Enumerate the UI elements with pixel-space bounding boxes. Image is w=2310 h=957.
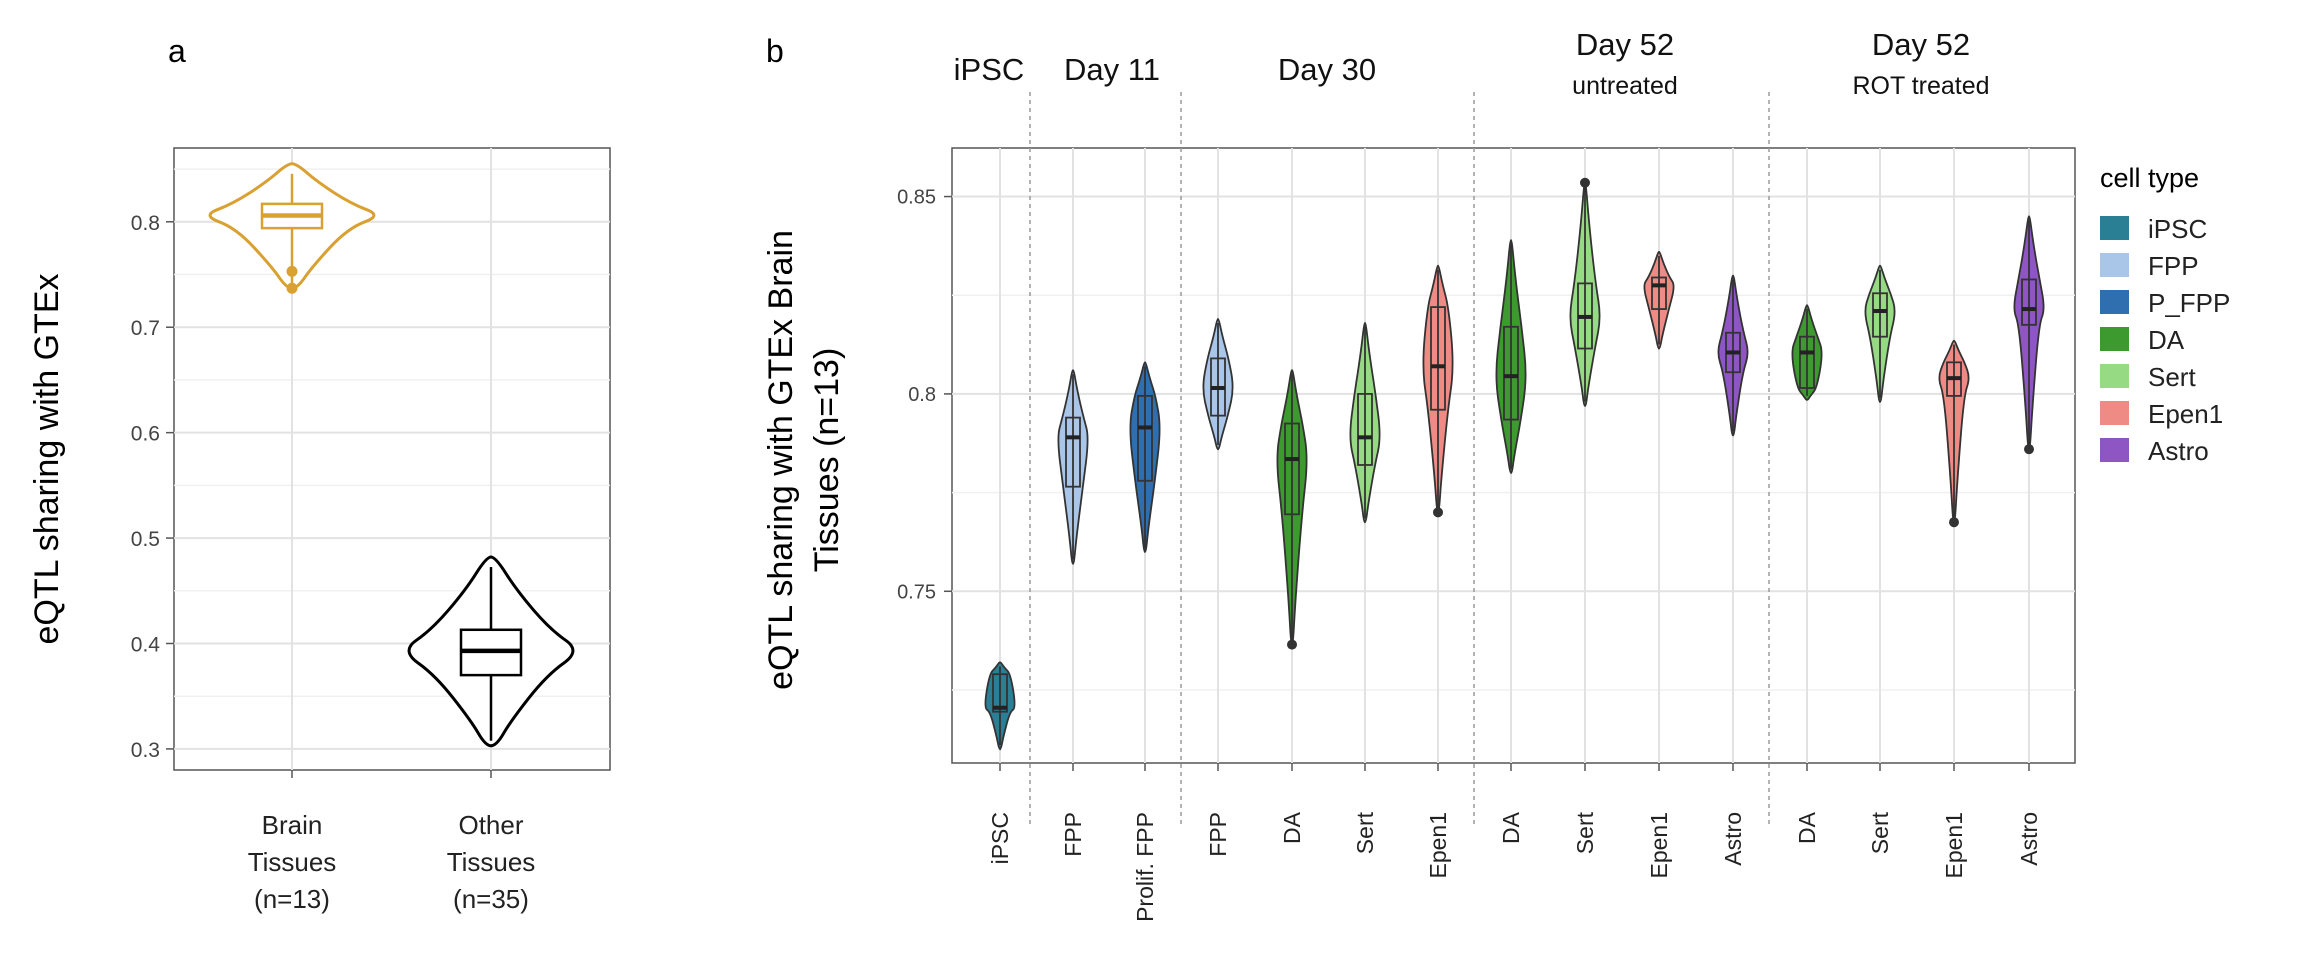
panel-b-x-tick-label: Astro <box>2016 812 2042 866</box>
legend: cell type iPSC FPP P_FPP DA Sert Epen1 Astro <box>2100 163 2230 466</box>
panel-b-y-ticks: 0.75 0.8 0.85 <box>897 187 952 603</box>
legend-title: cell type <box>2100 163 2199 193</box>
panel-a-x-tick-label: Brain <box>262 810 323 840</box>
panel-b-label: b <box>766 33 784 69</box>
violin-box <box>1430 306 1446 411</box>
panel-b-x-tick-label: DA <box>1279 811 1305 844</box>
panel-a-x-tick-label: (n=35) <box>453 884 529 914</box>
legend-swatch <box>2100 438 2129 462</box>
group-title: iPSC <box>954 52 1025 87</box>
panel-a-x-tick-label: Tissues <box>248 847 337 877</box>
legend-swatch <box>2100 364 2129 388</box>
panel-b-x-tick-label: FPP <box>1205 812 1231 857</box>
panel-b-x-tick-label: Sert <box>1572 811 1598 854</box>
group-title: Day 52 <box>1872 27 1970 62</box>
group-title: Day 11 <box>1064 52 1160 87</box>
violin-box <box>1284 422 1300 516</box>
outlier-point <box>286 282 298 294</box>
legend-label: Astro <box>2148 436 2209 466</box>
panel-b-y-axis-label-line-2: Tissues (n=13) <box>808 348 846 573</box>
violin-box <box>1799 335 1815 389</box>
panel-a-y-tick-label: 0.8 <box>131 212 160 235</box>
panel-b-x-tick-label: FPP <box>1060 812 1086 857</box>
panel-b-y-tick-label: 0.8 <box>908 384 936 406</box>
group-subtitle: ROT treated <box>1852 72 1989 100</box>
panel-b-x-tick-label: Prolif. FPP <box>1132 812 1158 922</box>
legend-swatch <box>2100 290 2129 314</box>
legend-label: iPSC <box>2148 214 2207 244</box>
legend-label: Epen1 <box>2148 399 2223 429</box>
panel-b-x-tick-label: Astro <box>1720 812 1746 866</box>
panel-a-y-tick-label: 0.7 <box>131 317 160 340</box>
panel-a-y-tick-label: 0.3 <box>131 739 160 762</box>
panel-a-y-ticks: 0.3 0.4 0.5 0.6 0.7 0.8 <box>131 212 174 762</box>
panel-a-y-tick-label: 0.5 <box>131 528 160 551</box>
violin-box <box>2021 278 2037 326</box>
panel-b-y-tick-label: 0.75 <box>897 581 936 603</box>
outlier-point <box>1580 177 1590 188</box>
panel-a-x-tick-label: (n=13) <box>254 884 330 914</box>
outlier-point <box>1949 517 1959 528</box>
outlier-point <box>2024 444 2034 455</box>
legend-swatch <box>2100 253 2129 277</box>
panel-b-x-tick-label: DA <box>1498 811 1524 844</box>
panel-a-y-tick-label: 0.6 <box>131 423 160 446</box>
outlier-point <box>1287 639 1297 650</box>
violin-box <box>1357 393 1373 466</box>
legend-label: Sert <box>2148 362 2196 392</box>
panel-a-violins <box>208 162 575 748</box>
panel-b-y-tick-label: 0.85 <box>897 187 936 209</box>
panel-b-x-tick-label: Epen1 <box>1425 812 1451 879</box>
panel-b-x-tick-label: Epen1 <box>1941 812 1967 879</box>
legend-label: P_FPP <box>2148 288 2230 318</box>
violin-box <box>1872 292 1888 338</box>
outlier-point <box>1433 507 1443 518</box>
legend-swatch <box>2100 401 2129 425</box>
panel-a-y-tick-label: 0.4 <box>131 633 161 656</box>
violin-box <box>992 673 1008 713</box>
violin-box <box>1137 394 1153 482</box>
legend-swatch <box>2100 216 2129 240</box>
panel-b-x-tick-label: Sert <box>1352 811 1378 854</box>
violin-box <box>1065 416 1081 488</box>
panel-b-x-ticks: iPSC FPP Prolif. FPP FPP DA Sert Epen1 DA Sert Ep… <box>987 763 2042 922</box>
group-subtitle: untreated <box>1572 72 1678 100</box>
legend-label: FPP <box>2148 251 2199 281</box>
panel-b-group-headers: iPSC Day 11 Day 30 Day 52 untreated Day 52 ROT… <box>954 27 1990 100</box>
panel-b-x-tick-label: Sert <box>1867 811 1893 854</box>
group-title: Day 52 <box>1576 27 1674 62</box>
violin-box <box>1503 325 1519 421</box>
panel-a-y-axis-label: eQTL sharing with GTEx <box>28 274 66 645</box>
panel-a-x-ticks: Brain Tissues (n=13) Other Tissues (n=35) <box>248 770 536 914</box>
violin-box <box>1651 276 1667 310</box>
legend-items: iPSC FPP P_FPP DA Sert Epen1 Astro <box>2100 214 2230 466</box>
outlier-point <box>286 265 298 277</box>
panel-b-violins <box>984 177 2045 751</box>
panel-a: a 0.3 0.4 0.5 0.6 0.7 0.8 Brain Tissues (n=13) O… <box>28 33 611 914</box>
panel-b: b iPSC Day 11 Day 30 Day 52 untreated Day 52 R… <box>762 27 2076 922</box>
panel-a-x-tick-label: Other <box>458 810 523 840</box>
panel-b-group-dividers <box>1029 92 1770 825</box>
panel-b-x-tick-label: iPSC <box>987 812 1013 864</box>
panel-b-x-tick-label: Epen1 <box>1646 812 1672 879</box>
panel-a-x-tick-label: Tissues <box>447 847 536 877</box>
legend-swatch <box>2100 327 2129 351</box>
panel-b-x-tick-label: DA <box>1794 811 1820 844</box>
panel-b-y-axis-label-line-1: eQTL sharing with GTEx Brain <box>762 230 800 690</box>
group-title: Day 30 <box>1278 52 1376 87</box>
panel-a-label: a <box>168 33 186 69</box>
legend-label: DA <box>2148 325 2185 355</box>
